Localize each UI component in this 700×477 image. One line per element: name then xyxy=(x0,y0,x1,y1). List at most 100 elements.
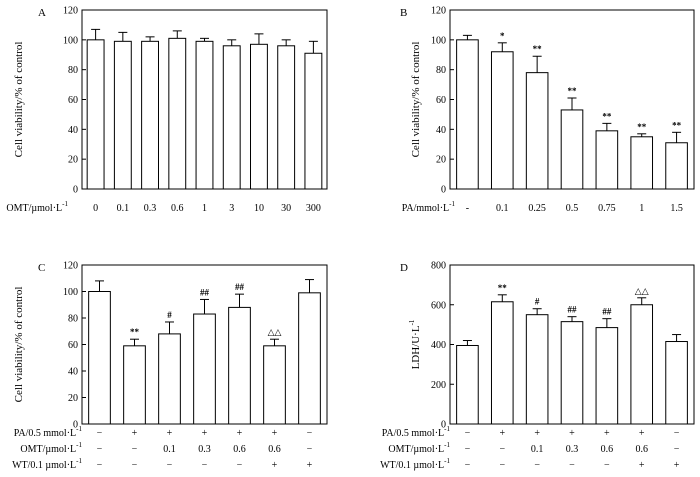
panel-d-ylabel: LDH/U·L-1 xyxy=(408,319,422,369)
panel-d-row-label-superscript: -1 xyxy=(444,425,450,433)
panel-a-ylabel: Cell viability/% of control xyxy=(13,42,25,158)
panel-c-row-label-superscript: -1 xyxy=(76,441,82,449)
panel-c-row-label: WT/0.1 µmol·L-1 xyxy=(12,457,82,471)
panel-c-row-value: − xyxy=(307,444,313,455)
panel-b-row-value: 0.25 xyxy=(528,203,546,214)
panel-a-row-value: 0 xyxy=(93,203,98,214)
panel-d-row-value: − xyxy=(465,444,471,455)
panel-c-letter: C xyxy=(38,262,45,274)
panel-b-letter: B xyxy=(400,7,407,19)
panel-a-bar xyxy=(113,40,132,190)
panel-c-row-value: − xyxy=(307,428,313,439)
panel-b-significance-mark: ** xyxy=(533,44,543,54)
panel-c-row-value: + xyxy=(237,428,243,439)
panel-b-ylabel-text: Cell viability/% of control xyxy=(410,42,422,158)
panel-c-row-value: − xyxy=(97,460,103,471)
panel-a-row-value: 30 xyxy=(281,203,291,214)
panel-c: C 0 20 40 60 80 100 120 Cell viability/% of cont… xyxy=(12,261,328,471)
panel-d-row-value: − xyxy=(534,460,540,471)
panel-a-row-value: 0.6 xyxy=(171,203,184,214)
panel-c-bar xyxy=(228,306,251,425)
panel-b-row-value: 0.5 xyxy=(566,203,579,214)
panel-b-bar xyxy=(595,130,619,190)
panel-d-row-value: 0.1 xyxy=(531,444,544,455)
panel-c-ytick-label: 40 xyxy=(68,367,78,378)
panel-c-row-value: − xyxy=(202,460,208,471)
panel-d-bar xyxy=(490,301,514,425)
panel-b-significance-mark: ** xyxy=(672,120,682,130)
panel-b-ytick-label: 20 xyxy=(436,155,446,166)
panel-c-row-label-text: WT/0.1 µmol·L xyxy=(12,460,76,471)
panel-d-bar xyxy=(595,327,619,425)
panel-c-ytick-label: 80 xyxy=(68,314,78,325)
panel-a-row-value: 300 xyxy=(306,203,321,214)
panel-a-row-label-superscript: -1 xyxy=(62,200,68,208)
panel-a-row-value: 3 xyxy=(229,203,234,214)
panel-c-ytick-label: 60 xyxy=(68,340,78,351)
panel-a-ytick-label: 20 xyxy=(68,155,78,166)
panel-d-significance-mark: △△ xyxy=(635,286,649,296)
panel-c-row-label-text: OMT/µmol·L xyxy=(20,444,76,455)
panel-c-row-value: 0.3 xyxy=(198,444,211,455)
panel-d-row-label-text: PA/0.5 mmol·L xyxy=(382,428,444,439)
panel-c-ytick-label: 0 xyxy=(73,420,78,431)
panel-c-row-value: − xyxy=(132,444,138,455)
panel-a-bar xyxy=(277,45,296,190)
panel-a-row-value: 10 xyxy=(254,203,264,214)
panel-a-ytick-label: 40 xyxy=(68,125,78,136)
panel-d-row-label: PA/0.5 mmol·L-1 xyxy=(382,425,451,439)
panel-c-row-value: − xyxy=(167,460,173,471)
panel-b-bar xyxy=(560,109,584,190)
panel-d-row-label-superscript: -1 xyxy=(444,457,450,465)
panel-d-row-label: WT/0.1 µmol·L-1 xyxy=(380,457,450,471)
panel-a-ytick-label: 120 xyxy=(63,6,78,17)
panel-d-ytick-label: 200 xyxy=(431,380,446,391)
panel-c-row-label-superscript: -1 xyxy=(76,425,82,433)
panel-d-row-value: − xyxy=(569,460,575,471)
panel-c-row-label-superscript: -1 xyxy=(76,457,82,465)
panel-a-row-value: 0.1 xyxy=(117,203,130,214)
panel-d-row-value: + xyxy=(639,460,645,471)
panel-d-significance-mark: ## xyxy=(568,305,578,315)
panel-a-bar xyxy=(222,45,241,190)
panel-a-ytick-label: 60 xyxy=(68,95,78,106)
panel-b-row-value: 0.1 xyxy=(496,203,509,214)
panel-d-significance-mark: ** xyxy=(498,283,508,293)
panel-c-row-value: − xyxy=(132,460,138,471)
panel-b-ytick-label: 40 xyxy=(436,125,446,136)
panel-d-row-label-text: OMT/µmol·L xyxy=(388,444,444,455)
panel-d-row-value: 0.6 xyxy=(601,444,614,455)
panel-b-row-label: PA/mmol·L-1 xyxy=(402,200,456,214)
panel-a-row-label: OMT/µmol·L-1 xyxy=(6,200,68,214)
panel-c-row-value: + xyxy=(272,460,278,471)
panel-d-ylabel-superscript: -1 xyxy=(408,319,416,325)
panel-c-ytick-label: 100 xyxy=(63,287,78,298)
panel-c-row-value: + xyxy=(167,428,173,439)
panel-c-row-value: − xyxy=(237,460,243,471)
panel-c-row-value: + xyxy=(132,428,138,439)
panel-c-significance-mark: △△ xyxy=(268,327,282,337)
panel-b-row-label-superscript: -1 xyxy=(449,200,455,208)
panel-d-significance-mark: ## xyxy=(602,307,612,317)
panel-b-bar xyxy=(456,39,479,190)
panel-c-row-value: 0.6 xyxy=(268,444,281,455)
panel-c-row-value: − xyxy=(97,444,103,455)
panel-b-bar xyxy=(630,136,654,190)
panel-d-row-value: 0.6 xyxy=(635,444,648,455)
panel-d-row-value: − xyxy=(674,444,680,455)
panel-c-ytick-label: 120 xyxy=(63,261,78,272)
panel-c-bar xyxy=(263,345,286,425)
panel-c-bar xyxy=(193,313,216,425)
panel-a-row-value: 0.3 xyxy=(144,203,157,214)
panel-d-row-value: − xyxy=(674,428,680,439)
panel-b-row-value: 1 xyxy=(639,203,644,214)
panel-a-ylabel-text: Cell viability/% of control xyxy=(13,42,25,158)
panel-d-bar xyxy=(630,304,654,425)
panel-d-bar xyxy=(665,341,688,425)
panel-b-significance-mark: ** xyxy=(602,111,612,121)
panel-c-row-value: + xyxy=(202,428,208,439)
panel-a-ytick-label: 0 xyxy=(73,185,78,196)
panel-d-letter: D xyxy=(400,262,408,274)
